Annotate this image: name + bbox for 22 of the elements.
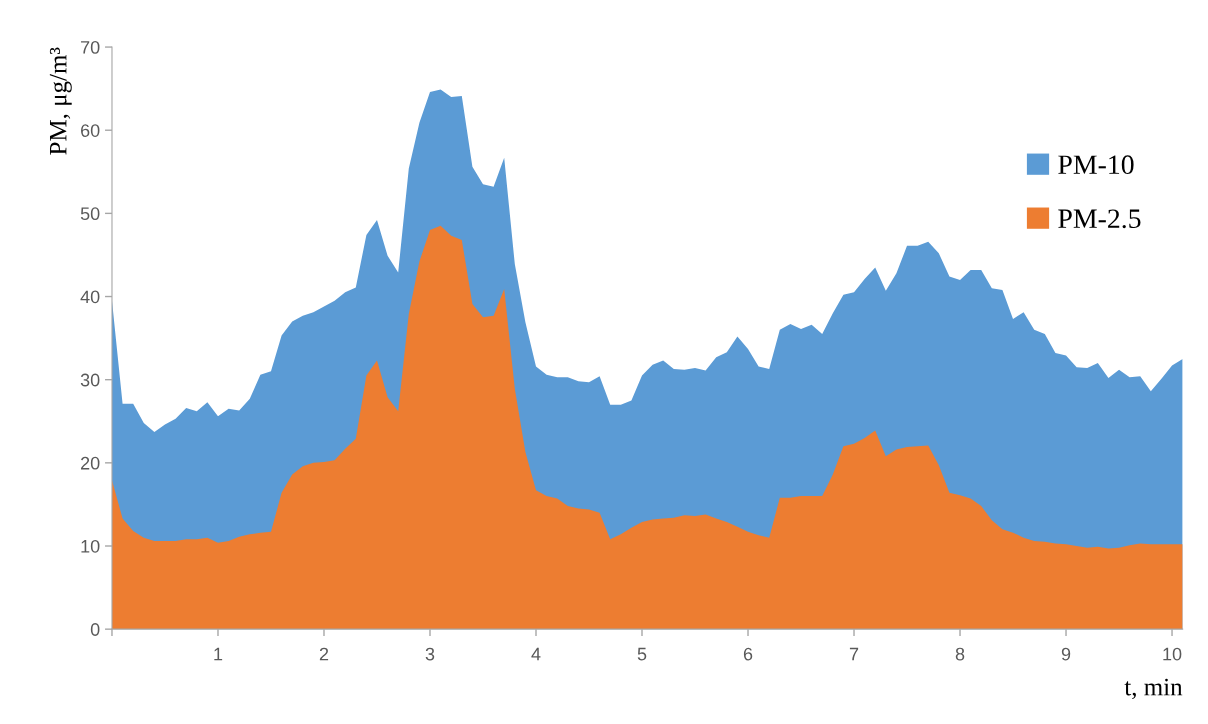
x-tick-label: 7: [849, 647, 859, 661]
legend-label: PM-10: [1058, 155, 1134, 175]
y-axis-title: PM, μg/m³: [49, 47, 72, 155]
y-tick-label: 40: [80, 290, 100, 304]
y-tick-label: 20: [81, 456, 100, 470]
y-tick-label: 60: [81, 124, 100, 137]
x-tick-label: 4: [531, 647, 541, 661]
x-tick-label: 1: [214, 647, 223, 661]
y-tick-label: 10: [81, 539, 100, 553]
x-tick-label: 3: [425, 647, 435, 661]
x-tick-label: 5: [637, 647, 647, 661]
y-tick-label: 50: [80, 207, 100, 221]
y-tick-label: 0: [90, 623, 100, 636]
x-tick-label: 2: [319, 647, 329, 661]
y-tick-label: 70: [81, 40, 100, 54]
y-tick-label: 30: [80, 373, 100, 387]
x-axis-title: t, min: [1124, 678, 1183, 700]
legend-label: PM-2.5: [1058, 209, 1141, 229]
x-tick-label: 8: [955, 647, 965, 661]
x-tick-label: 10: [1163, 647, 1182, 661]
x-tick-label: 6: [743, 647, 753, 661]
x-tick-label: 9: [1061, 647, 1071, 661]
